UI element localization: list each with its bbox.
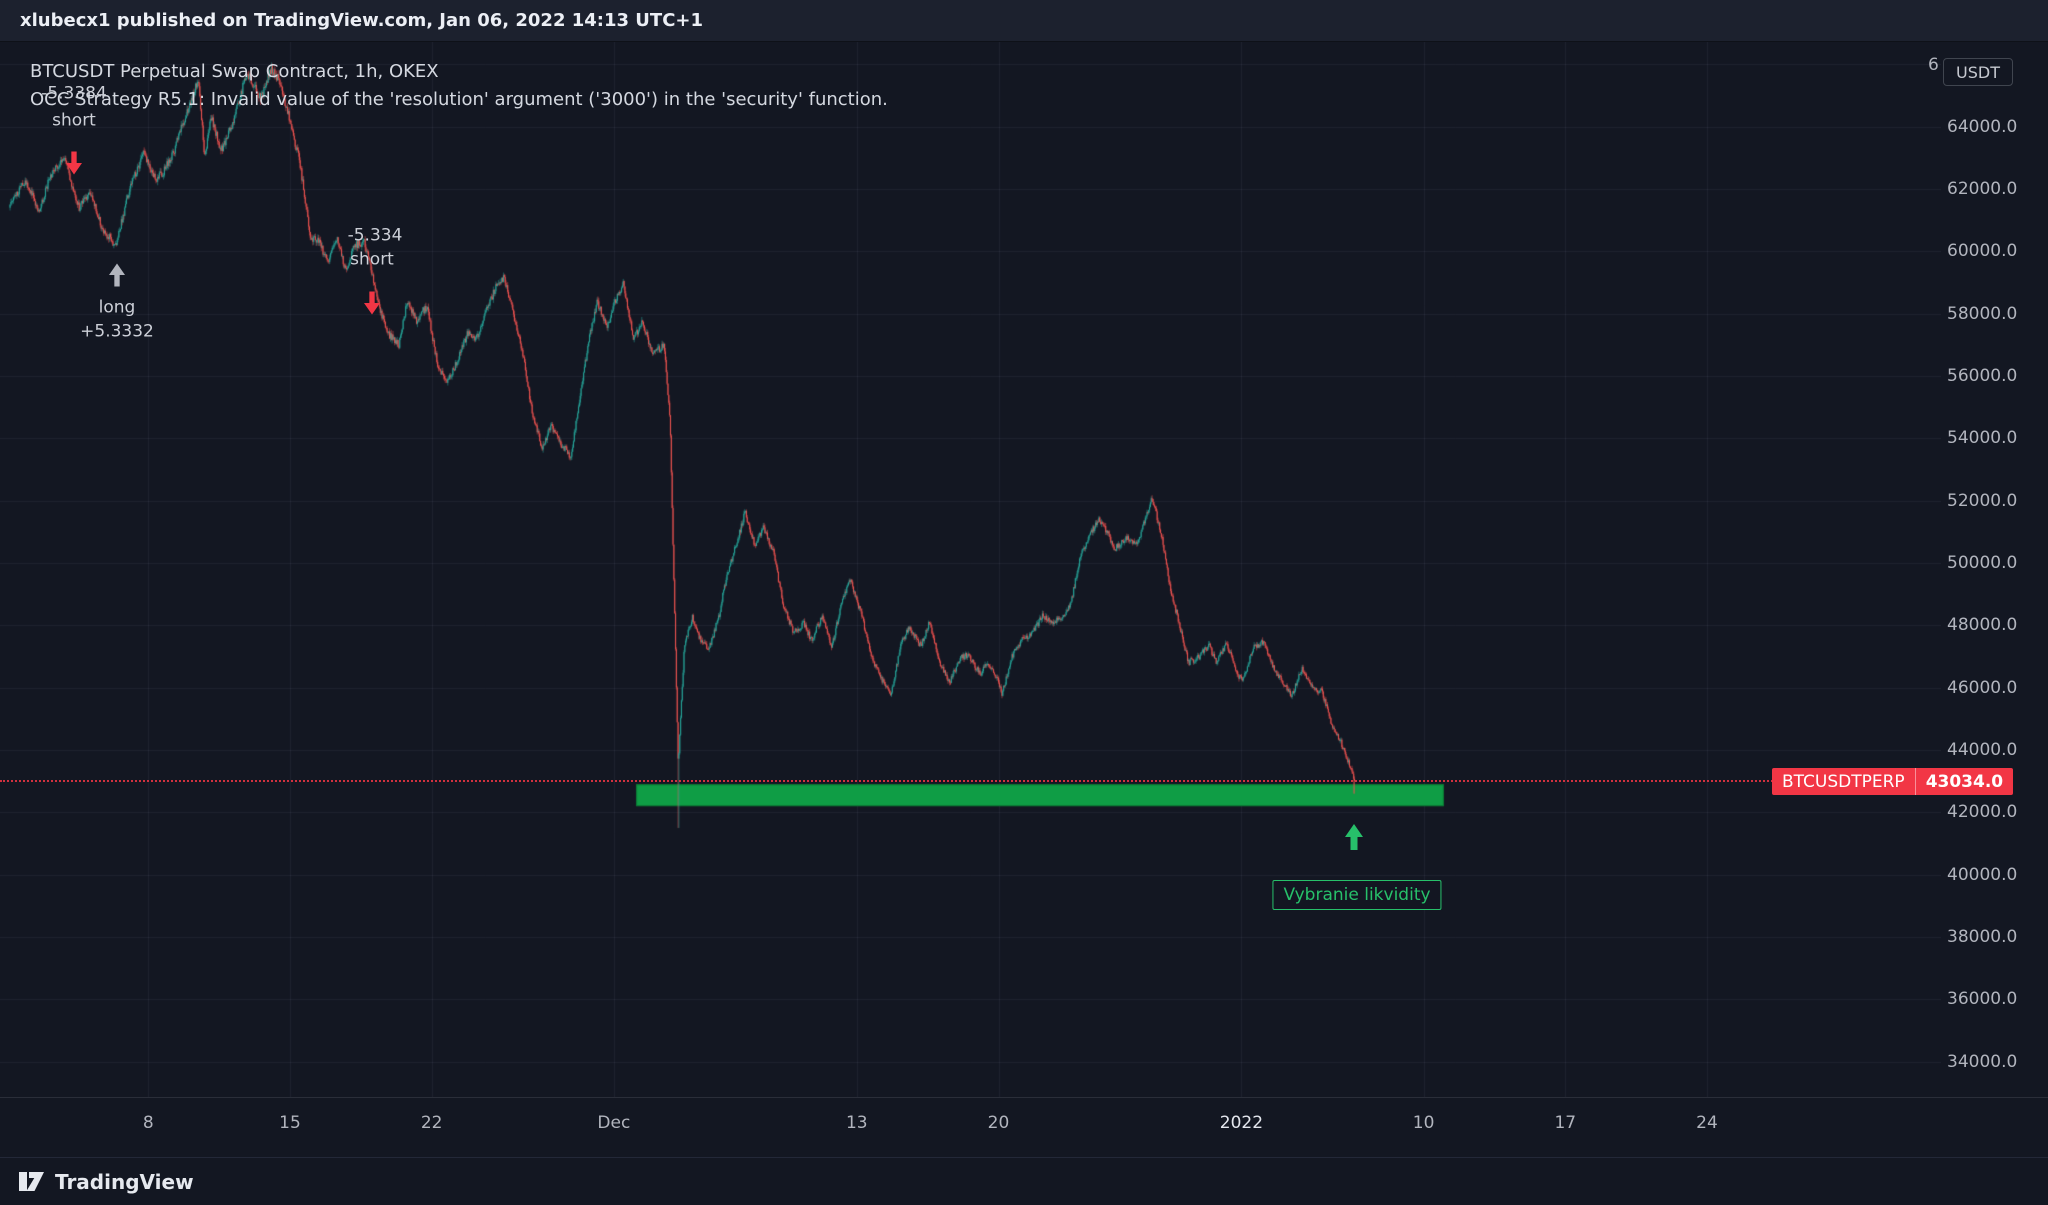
footer-bar: TradingView (0, 1157, 2048, 1205)
currency-toggle-button[interactable]: USDT (1943, 58, 2013, 86)
time-tick-label: 10 (1412, 1113, 1435, 1133)
strategy-error-message: OCC Strategy R5.1: Invalid value of the … (30, 89, 888, 110)
price-tick-label: 38000.0 (1947, 927, 2018, 948)
long-marker-value: +5.3332 (80, 321, 154, 342)
price-tick-label: 52000.0 (1947, 490, 2018, 511)
time-tick-label: 2022 (1219, 1113, 1264, 1133)
chart-legend: BTCUSDT Perpetual Swap Contract, 1h, OKE… (30, 58, 888, 114)
arrow-down-icon (66, 150, 82, 176)
price-tick-label: 36000.0 (1947, 989, 2018, 1010)
price-axis[interactable]: 64000.0 62000.0 60000.0 58000.0 56000.0 54000… (1941, 42, 2048, 1097)
short-marker-1-value: -5.3384 (41, 83, 107, 104)
price-label-value: 43034.0 (1925, 771, 2004, 792)
price-tick-label: 60000.0 (1947, 241, 2018, 262)
liquidity-arrow-up-icon (1343, 824, 1365, 854)
current-price-label: BTCUSDTPERP 43034.0 (1772, 768, 2014, 795)
publish-text: xlubecx1 published on TradingView.com, J… (20, 10, 704, 31)
tradingview-brand-text: TradingView (55, 1169, 194, 1194)
time-tick-label: Dec (597, 1113, 631, 1133)
arrow-up-icon (109, 261, 125, 289)
candlestick-canvas[interactable] (0, 42, 1941, 1097)
time-tick-label: 17 (1554, 1113, 1577, 1133)
time-tick-label: 22 (420, 1113, 443, 1133)
price-label-symbol: BTCUSDTPERP (1772, 768, 1916, 795)
tradingview-logo-icon (19, 1172, 44, 1191)
price-tick-label: 48000.0 (1947, 615, 2018, 636)
tradingview-link[interactable]: TradingView (18, 1170, 194, 1194)
short-marker-2-label: short (350, 249, 394, 270)
time-tick-label: 15 (279, 1113, 301, 1133)
price-tick-label: 40000.0 (1947, 864, 2018, 885)
short-marker-2-value: -5.334 (347, 225, 403, 246)
price-tick-label: 54000.0 (1947, 428, 2018, 449)
time-tick-label: 8 (142, 1113, 154, 1133)
time-tick-label: 13 (845, 1113, 868, 1133)
price-tick-label: 64000.0 (1947, 116, 2018, 137)
chart-region[interactable]: BTCUSDT Perpetual Swap Contract, 1h, OKE… (0, 42, 2048, 1097)
price-tick-label: 34000.0 (1947, 1051, 2018, 1072)
price-tick-label: 46000.0 (1947, 677, 2018, 698)
clipped-price-label: 6 (1928, 55, 1939, 75)
publish-bar: xlubecx1 published on TradingView.com, J… (0, 0, 2048, 42)
price-tick-label: 44000.0 (1947, 740, 2018, 761)
price-tick-label: 62000.0 (1947, 179, 2018, 200)
short-marker-1-label: short (52, 110, 96, 131)
liquidity-label: Vybranie likvidity (1272, 880, 1442, 910)
symbol-title: BTCUSDT Perpetual Swap Contract, 1h, OKE… (30, 61, 439, 82)
time-tick-label: 20 (987, 1113, 1010, 1133)
price-tick-label: 42000.0 (1947, 802, 2018, 823)
price-tick-label: 58000.0 (1947, 303, 2018, 324)
long-marker-label: long (98, 297, 136, 318)
arrow-down-icon (364, 290, 380, 316)
current-price-line (0, 780, 1941, 782)
time-tick-label: 24 (1696, 1113, 1718, 1133)
price-tick-label: 56000.0 (1947, 366, 2018, 387)
price-tick-label: 50000.0 (1947, 553, 2018, 574)
time-axis[interactable]: 8 15 22 Dec 13 20 2022 10 17 24 (0, 1097, 2048, 1157)
